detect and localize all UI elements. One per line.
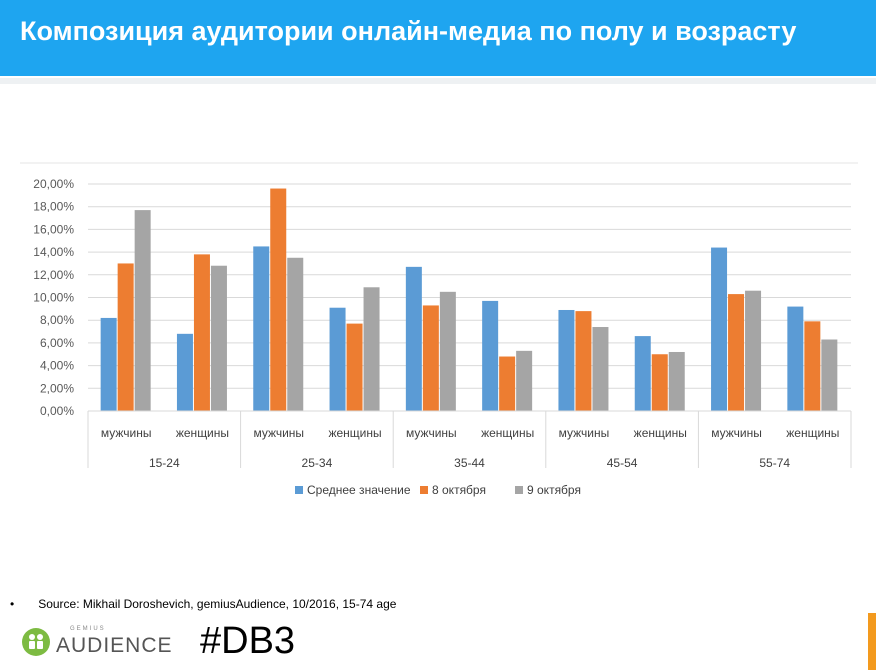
divider <box>0 78 876 84</box>
y-tick-label: 14,00% <box>33 245 74 259</box>
bar-2 <box>193 254 210 411</box>
category-label: женщины <box>328 426 381 440</box>
legend-label: Среднее значение <box>307 483 411 497</box>
y-tick-label: 16,00% <box>33 222 74 236</box>
category-label: мужчины <box>406 426 457 440</box>
category-label: мужчины <box>253 426 304 440</box>
category-label: женщины <box>481 426 534 440</box>
category-label: мужчины <box>101 426 152 440</box>
category-label: женщины <box>176 426 229 440</box>
bar-1 <box>711 247 728 411</box>
gemius-audience-logo: GEMIUS AUDIENCE <box>22 626 173 657</box>
legend-swatch <box>420 486 428 494</box>
bar-3 <box>363 287 380 411</box>
bar-3 <box>210 265 227 411</box>
bar-1 <box>482 300 499 411</box>
bar-1 <box>100 317 117 411</box>
bar-2 <box>117 263 134 411</box>
bar-3 <box>439 291 456 411</box>
y-tick-label: 8,00% <box>40 313 74 327</box>
y-tick-label: 6,00% <box>40 336 74 350</box>
bar-3 <box>592 327 609 411</box>
y-tick-label: 10,00% <box>33 291 74 305</box>
group-label: 35-44 <box>454 456 485 470</box>
bar-3 <box>134 210 151 411</box>
bar-3 <box>821 339 838 411</box>
bar-2 <box>651 354 668 411</box>
logo-main-text: AUDIENCE <box>56 634 173 657</box>
logo-small-text: GEMIUS <box>70 626 106 632</box>
group-label: 55-74 <box>759 456 790 470</box>
group-label: 25-34 <box>302 456 333 470</box>
bar-2 <box>804 321 821 411</box>
category-label: женщины <box>786 426 839 440</box>
bar-3 <box>516 350 533 411</box>
page-title: Композиция аудитории онлайн-медиа по пол… <box>20 16 797 46</box>
bar-3 <box>668 351 685 411</box>
bar-1 <box>329 307 346 411</box>
y-tick-label: 0,00% <box>40 404 74 418</box>
y-tick-label: 18,00% <box>33 200 74 214</box>
category-label: мужчины <box>559 426 610 440</box>
bar-1 <box>558 309 575 411</box>
y-tick-label: 2,00% <box>40 381 74 395</box>
bar-1 <box>787 306 804 411</box>
category-label: мужчины <box>711 426 762 440</box>
bar-3 <box>745 290 762 411</box>
title-bar: Композиция аудитории онлайн-медиа по пол… <box>0 0 876 76</box>
source-text: Source: Mikhail Doroshevich, gemiusAudie… <box>38 597 397 611</box>
bar-2 <box>575 311 592 411</box>
y-tick-label: 4,00% <box>40 359 74 373</box>
legend-swatch <box>295 486 303 494</box>
bar-1 <box>176 333 193 411</box>
source-note: • Source: Mikhail Doroshevich, gemiusAudi… <box>10 597 397 611</box>
bar-2 <box>346 323 363 411</box>
bar-1 <box>405 266 422 411</box>
y-tick-label: 12,00% <box>33 268 74 282</box>
legend-label: 9 октября <box>527 483 581 497</box>
group-label: 45-54 <box>607 456 638 470</box>
bar-2 <box>422 305 439 411</box>
bar-2 <box>270 188 287 411</box>
bar-3 <box>287 257 304 411</box>
hashtag: #DB3 <box>200 620 296 662</box>
bar-2 <box>499 356 516 411</box>
group-label: 15-24 <box>149 456 180 470</box>
category-label: женщины <box>634 426 687 440</box>
bar-2 <box>728 294 745 411</box>
accent-bar <box>868 613 876 670</box>
bar-chart: 0,00% 2,00% 4,00% 6,00% 8,00% 10,00% 12,00% 14,… <box>20 162 858 497</box>
people-icon <box>22 627 50 656</box>
legend-swatch <box>515 486 523 494</box>
bar-1 <box>253 246 270 411</box>
bar-1 <box>634 336 651 411</box>
legend-label: 8 октября <box>432 483 486 497</box>
y-tick-label: 20,00% <box>33 177 74 191</box>
